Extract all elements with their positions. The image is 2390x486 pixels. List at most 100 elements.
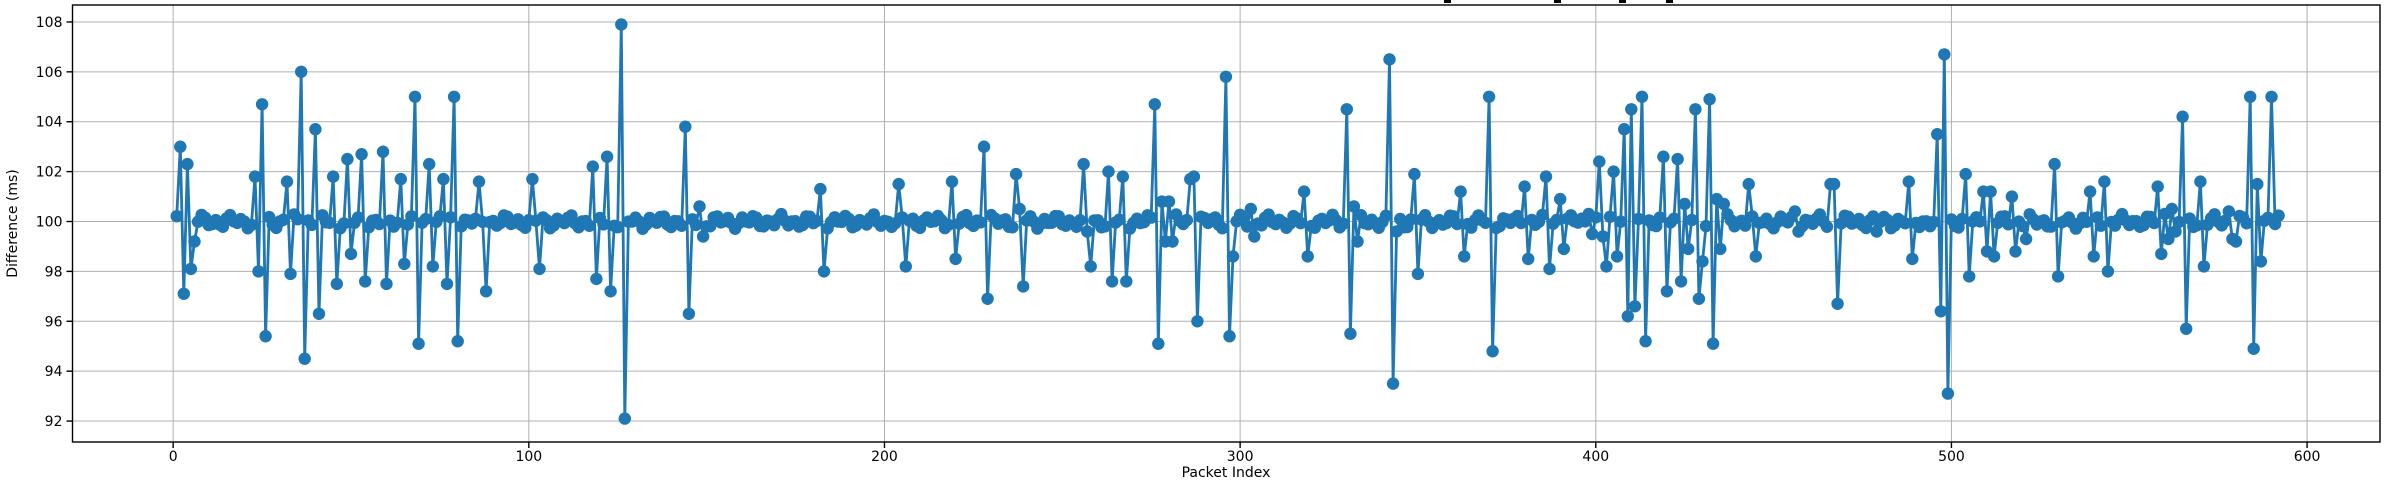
data-point-marker [1454, 185, 1467, 198]
data-point-marker [1550, 213, 1563, 227]
data-point-marker [1077, 157, 1090, 171]
data-point-marker [2176, 110, 2189, 123]
data-point-marker [327, 170, 340, 183]
y-axis-label: Difference (ms) [5, 169, 21, 277]
data-point-marker [1301, 250, 1314, 263]
data-point-marker [1148, 98, 1162, 111]
data-point-marker [1116, 170, 1130, 183]
data-point-marker [174, 140, 187, 153]
data-point-marker [1514, 216, 1528, 230]
data-point-marker [1009, 167, 1023, 181]
y-tick-label: 108 [36, 15, 63, 31]
title-text-fragment [1554, 0, 1561, 3]
data-point-marker [245, 218, 258, 232]
data-point-marker [1248, 230, 1261, 243]
data-point-marker [1870, 225, 1883, 238]
data-point-marker [2169, 225, 2182, 238]
data-point-marker [2190, 219, 2203, 232]
data-point-marker [615, 18, 628, 31]
data-point-marker [1827, 177, 1841, 191]
data-point-marker [2083, 185, 2097, 198]
data-point-marker [1479, 216, 1492, 229]
data-point-marker [1963, 270, 1976, 283]
data-point-marker [1938, 48, 1951, 61]
data-point-marker [1600, 260, 1613, 273]
data-point-marker [1482, 90, 1496, 104]
data-point-marker [284, 267, 297, 281]
data-point-marker [1632, 212, 1645, 226]
data-point-marker [394, 172, 407, 186]
data-point-marker [1162, 195, 1176, 208]
title-text-fragment [1619, 0, 1626, 3]
data-point-marker [444, 211, 457, 224]
y-tick-label: 104 [36, 115, 63, 131]
data-point-marker [2155, 247, 2168, 261]
data-point-marker [1404, 213, 1418, 226]
x-tick-label: 300 [1227, 449, 1254, 465]
data-point-marker [426, 260, 439, 273]
data-point-marker [2044, 220, 2058, 233]
data-point-marker [689, 218, 703, 232]
data-point-marker [2051, 270, 2065, 283]
data-point-marker [1682, 242, 1695, 256]
data-point-marker [188, 235, 201, 248]
data-point-marker [1696, 255, 1709, 268]
data-point-marker [305, 218, 319, 232]
data-point-marker [1927, 215, 1940, 229]
data-point-marker [942, 218, 955, 231]
data-point-marker [1337, 217, 1350, 230]
data-point-marker [1219, 70, 1233, 84]
data-point-marker [2087, 250, 2100, 263]
data-point-marker [1820, 220, 1834, 233]
data-point-marker [1344, 327, 1357, 340]
data-point-marker [2265, 90, 2278, 104]
data-point-marker [323, 216, 336, 229]
data-point-marker [1671, 152, 1684, 166]
data-point-marker [1536, 208, 1549, 222]
data-point-marker [1902, 175, 1916, 188]
data-point-marker [1717, 197, 1731, 211]
data-point-marker [1187, 170, 1201, 183]
data-point-marker [2016, 219, 2029, 233]
data-point-marker [184, 262, 198, 276]
data-point-marker [277, 213, 290, 226]
data-point-marker [1831, 297, 1844, 310]
data-point-marker [398, 257, 411, 271]
data-point-marker [810, 214, 824, 228]
data-point-marker [618, 412, 631, 425]
y-tick-label: 102 [36, 165, 63, 181]
data-point-marker [1906, 252, 1919, 266]
data-point-marker [2251, 177, 2264, 191]
data-point-marker [1614, 215, 1627, 228]
data-point-marker [433, 210, 447, 223]
data-point-marker [1411, 267, 1425, 281]
data-point-marker [479, 285, 493, 298]
data-point-marker [981, 292, 994, 305]
data-point-marker [280, 175, 294, 188]
data-point-marker [255, 98, 269, 111]
data-point-marker [1941, 387, 1955, 400]
data-point-marker [2244, 90, 2257, 104]
data-point-marker [1674, 275, 1688, 288]
data-point-marker [344, 247, 358, 261]
data-point-marker [1739, 219, 1752, 232]
data-point-marker [1625, 103, 1638, 116]
data-point-marker [1607, 165, 1620, 178]
x-tick-label: 200 [871, 449, 898, 465]
data-point-marker [600, 150, 614, 163]
data-series [170, 18, 2285, 425]
data-point-marker [2247, 342, 2260, 355]
data-point-marker [1539, 170, 1553, 183]
data-point-marker [1226, 250, 1240, 263]
data-point-marker [2005, 190, 2019, 203]
data-point-marker [1635, 90, 1649, 104]
data-point-marker [2094, 219, 2107, 232]
data-point-marker [1152, 337, 1165, 350]
data-point-marker [391, 216, 404, 229]
data-point-marker [1618, 123, 1631, 136]
tick-labels: 0 100 200 300 400 500 600 92 94 96 98 100 102 104 106 1… [36, 15, 2321, 465]
data-point-marker [1241, 220, 1254, 233]
data-point-marker [1102, 165, 1115, 178]
data-point-marker [1450, 217, 1464, 231]
data-point-marker [2101, 265, 2115, 278]
